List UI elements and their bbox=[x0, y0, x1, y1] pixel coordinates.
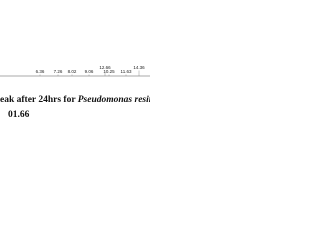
peak-label: 14.36 bbox=[133, 65, 145, 70]
caption-line-1: eak after 24hrs for Pseudomonas resinov bbox=[0, 95, 150, 105]
chromatogram: 6.36 7.26 8.02 9.06 10.25 11.63 12.66 14.36 bbox=[0, 65, 150, 77]
peak-label: 12.66 bbox=[99, 65, 111, 70]
caption-line-2: 01.66 bbox=[8, 110, 30, 120]
peak-labels: 6.36 7.26 8.02 9.06 10.25 11.63 12.66 14.36 bbox=[36, 65, 145, 76]
peak-label: 11.63 bbox=[121, 69, 132, 74]
caption-text: eak after 24hrs for bbox=[0, 95, 78, 105]
peak-label: 8.02 bbox=[68, 69, 77, 74]
peak-label: 9.06 bbox=[85, 69, 94, 74]
peak-label: 7.26 bbox=[54, 69, 63, 74]
caption-species: Pseudomonas resinov bbox=[77, 95, 150, 105]
peak-label: 10.25 bbox=[103, 69, 115, 74]
peak-label: 6.36 bbox=[36, 69, 45, 74]
figure: 6.36 7.26 8.02 9.06 10.25 11.63 12.66 14.36 eak… bbox=[0, 0, 150, 150]
